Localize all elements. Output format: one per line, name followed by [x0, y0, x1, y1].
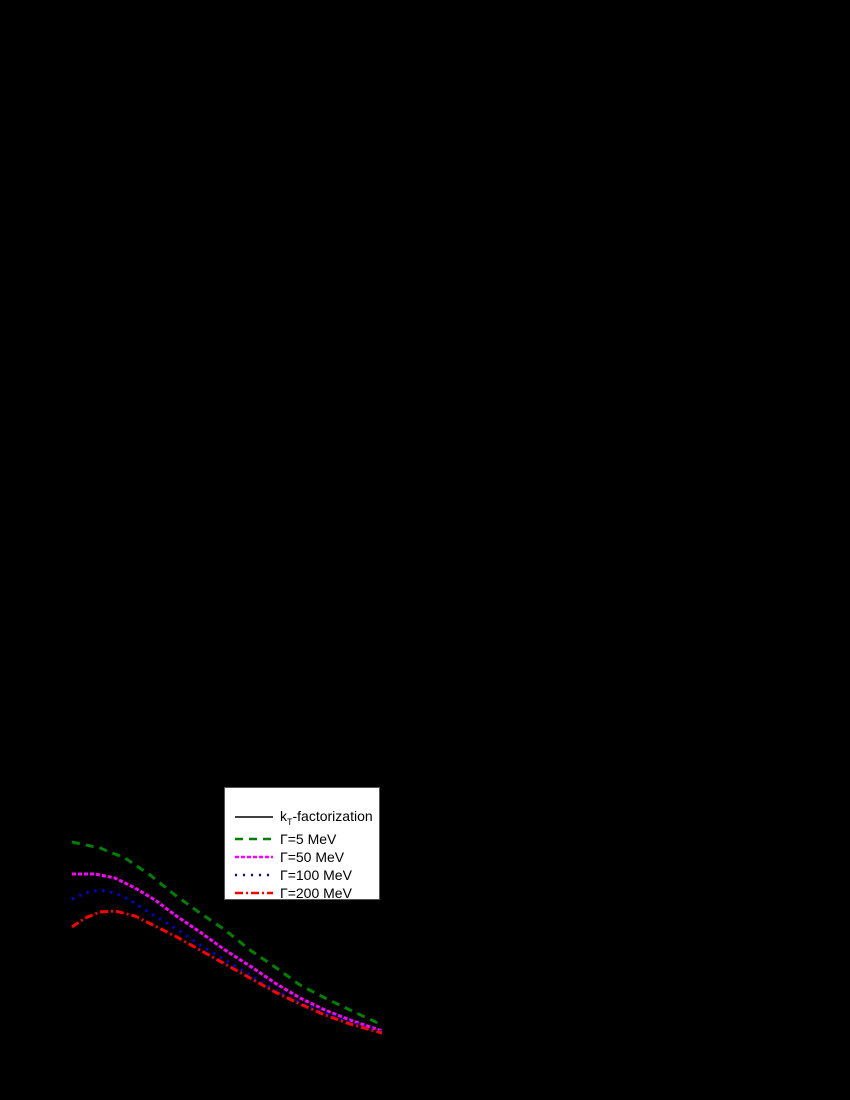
curve-dotted	[71, 888, 383, 1034]
legend-swatch-dotted-line-icon	[235, 870, 273, 880]
legend-swatch-short-dashed-line-icon	[235, 852, 273, 862]
legend-item-gamma-200: Γ=200 MeV	[235, 885, 352, 901]
legend-label: Γ=200 MeV	[280, 885, 352, 901]
curve-short-dashed	[72, 872, 383, 1033]
legend-label: Γ=50 MeV	[280, 849, 345, 865]
chart-curves	[71, 840, 383, 1035]
legend-item-gamma-50: Γ=50 MeV	[235, 849, 344, 865]
legend-item-gamma-5: Γ=5 MeV	[235, 831, 336, 847]
legend-item-kt-factorization: kT-factorization	[235, 807, 373, 827]
legend-item-gamma-100: Γ=100 MeV	[235, 867, 352, 883]
chart-legend: kT-factorization Γ=5 MeV Γ=50 MeV Γ=100 …	[224, 787, 380, 901]
legend-label: Γ=5 MeV	[280, 831, 337, 847]
curve-dash-dot	[71, 909, 383, 1035]
legend-label: kT-factorization	[280, 807, 373, 827]
legend-swatch-solid-line-icon	[235, 812, 273, 822]
legend-label: Γ=100 MeV	[280, 867, 352, 883]
legend-swatch-dash-dot-line-icon	[235, 888, 273, 898]
curve-dashed	[71, 840, 383, 1027]
legend-swatch-dashed-line-icon	[235, 834, 273, 844]
